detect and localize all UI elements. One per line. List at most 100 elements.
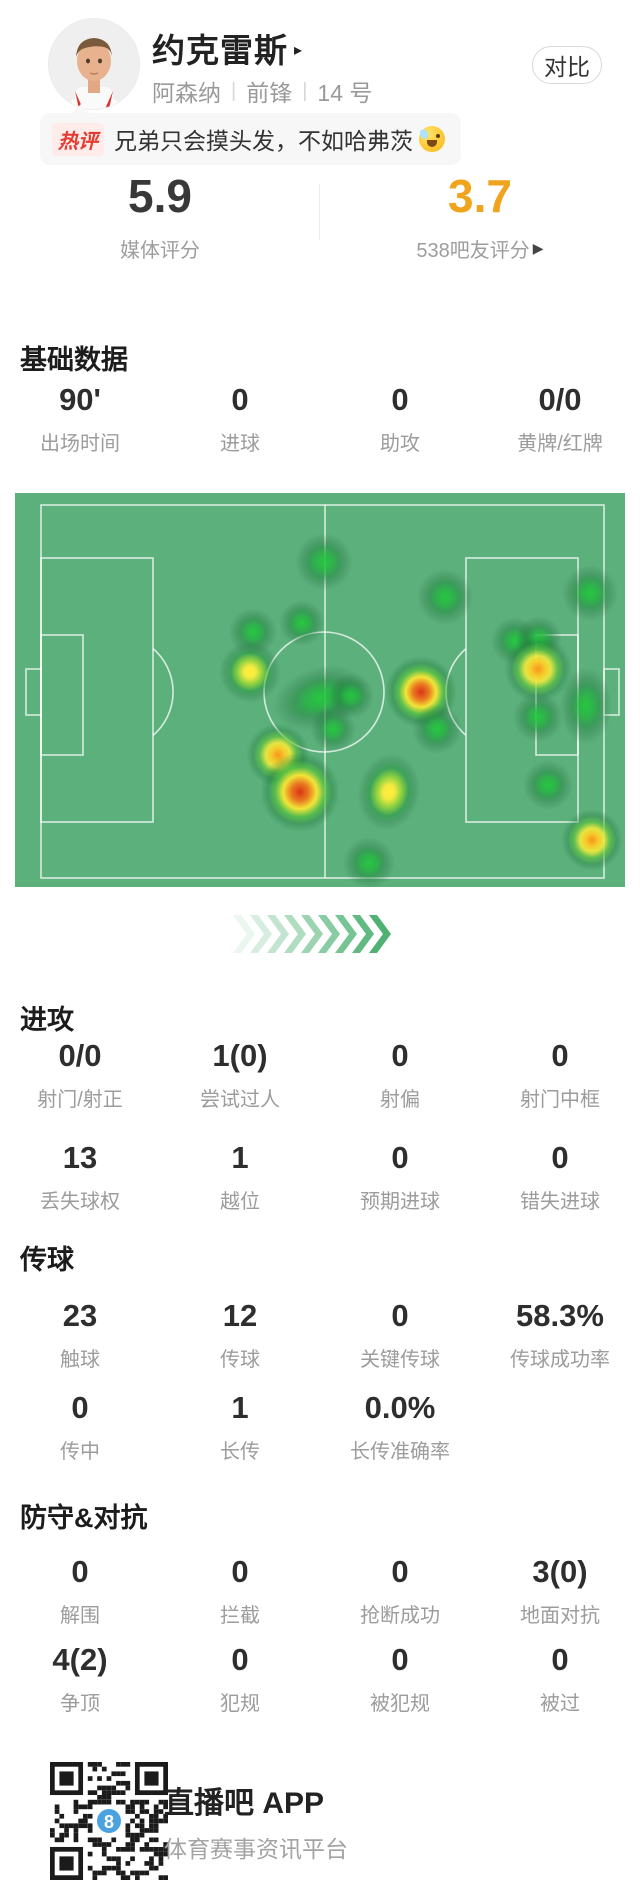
stat-丢失球权: 13 丢失球权 — [0, 1140, 160, 1214]
stat-label: 错失进球 — [520, 1191, 600, 1213]
heat-spot-g — [279, 600, 325, 646]
player-name-row[interactable]: 约克雷斯 ▸ — [152, 24, 302, 72]
stat-label: 关键传球 — [360, 1349, 440, 1371]
stat-label: 长传准确率 — [350, 1441, 450, 1463]
stat-越位: 1 越位 — [160, 1140, 320, 1214]
stat-value: 0 — [71, 1554, 89, 1589]
stat-empty — [480, 1390, 640, 1464]
stat-value: 0 — [231, 1642, 249, 1677]
heat-spot-g — [417, 569, 473, 625]
stat-label: 长传 — [220, 1441, 260, 1463]
heat-spot-g — [412, 704, 462, 754]
stat-row: 0/0 射门/射正 1(0) 尝试过人 0 射偏 0 射门中框 — [0, 1038, 640, 1112]
heatmap-pitch — [15, 493, 625, 887]
stat-value: 58.3% — [516, 1298, 604, 1333]
stat-value: 0/0 — [58, 1038, 102, 1073]
stat-传球成功率: 58.3% 传球成功率 — [480, 1298, 640, 1372]
stat-长传准确率: 0.0% 长传准确率 — [320, 1390, 480, 1464]
stat-争顶: 4(2) 争顶 — [0, 1642, 160, 1716]
stat-label: 射偏 — [380, 1089, 420, 1111]
stat-value: 0.0% — [364, 1390, 436, 1425]
stat-value: 0 — [391, 1298, 409, 1333]
player-position: 前锋 — [246, 80, 293, 106]
stat-label: 进球 — [220, 433, 260, 455]
stat-label: 地面对抗 — [520, 1605, 600, 1627]
avatar[interactable] — [48, 18, 140, 110]
heat-spot-g — [523, 760, 573, 810]
team-name: 阿森纳 — [152, 80, 221, 106]
stat-label: 触球 — [60, 1349, 100, 1371]
stat-value: 0 — [71, 1390, 89, 1425]
stat-解围: 0 解围 — [0, 1554, 160, 1628]
stat-value: 1 — [231, 1140, 249, 1175]
fans-score: 3.7 — [448, 170, 512, 222]
stat-row: 0 传中 1 长传 0.0% 长传准确率 — [0, 1390, 640, 1464]
stat-长传: 1 长传 — [160, 1390, 320, 1464]
stat-label: 出场时间 — [40, 433, 120, 455]
stat-value: 4(2) — [52, 1642, 108, 1677]
heat-spot-g — [343, 837, 395, 887]
stat-label: 预期进球 — [360, 1191, 440, 1213]
stat-value: 0 — [551, 1038, 569, 1073]
stat-抢断成功: 0 抢断成功 — [320, 1554, 480, 1628]
stat-关键传球: 0 关键传球 — [320, 1298, 480, 1372]
crying-emoji-icon — [418, 126, 445, 152]
stat-进球: 0 进球 — [160, 382, 320, 456]
fans-score-label: 538吧友评分 ▶ — [416, 240, 544, 262]
stat-value: 0 — [391, 1038, 409, 1073]
stat-错失进球: 0 错失进球 — [480, 1140, 640, 1214]
stat-row: 0 解围 0 拦截 0 抢断成功 3(0) 地面对抗 — [0, 1554, 640, 1628]
stat-value: 0 — [391, 1642, 409, 1677]
stat-value: 1 — [231, 1390, 249, 1425]
stat-黄牌/红牌: 0/0 黄牌/红牌 — [480, 382, 640, 456]
media-score-label: 媒体评分 — [120, 240, 200, 262]
media-score: 5.9 — [128, 170, 192, 222]
stat-预期进球: 0 预期进球 — [320, 1140, 480, 1214]
stat-row: 23 触球 12 传球 0 关键传球 58.3% 传球成功率 — [0, 1298, 640, 1372]
heat-spot-y — [219, 641, 281, 703]
stat-label: 助攻 — [380, 433, 420, 455]
progress-chevrons-icon — [233, 915, 391, 953]
stat-label: 传球 — [220, 1349, 260, 1371]
meta-separator: | — [231, 79, 237, 102]
stat-value: 23 — [62, 1298, 98, 1333]
ratings-divider — [319, 184, 320, 240]
stat-label: 尝试过人 — [200, 1089, 280, 1111]
stat-value: 0 — [391, 1140, 409, 1175]
stat-传球: 12 传球 — [160, 1298, 320, 1372]
stat-拦截: 0 拦截 — [160, 1554, 320, 1628]
stat-射门/射正: 0/0 射门/射正 — [0, 1038, 160, 1112]
stat-row: 90' 出场时间 0 进球 0 助攻 0/0 黄牌/红牌 — [0, 382, 640, 456]
stat-label: 传中 — [60, 1441, 100, 1463]
stat-label: 抢断成功 — [360, 1605, 440, 1627]
stat-射偏: 0 射偏 — [320, 1038, 480, 1112]
hot-comment-badge: 热评 — [52, 122, 104, 156]
player-meta: 阿森纳 | 前锋 | 14 号 — [152, 74, 372, 108]
stat-label: 解围 — [60, 1605, 100, 1627]
stat-label: 传球成功率 — [510, 1349, 610, 1371]
stat-被过: 0 被过 — [480, 1642, 640, 1716]
stat-尝试过人: 1(0) 尝试过人 — [160, 1038, 320, 1112]
name-arrow-icon: ▸ — [294, 42, 303, 59]
hot-comment-bubble[interactable]: 热评 兄弟只会摸头发，不如哈弗茨 — [40, 104, 461, 165]
stat-label: 拦截 — [220, 1605, 260, 1627]
stat-射门中框: 0 射门中框 — [480, 1038, 640, 1112]
stat-出场时间: 90' 出场时间 — [0, 382, 160, 456]
section-title: 传球 — [20, 1245, 74, 1275]
section-title: 进攻 — [20, 1005, 74, 1035]
compare-button[interactable]: 对比 — [532, 46, 602, 84]
stat-被犯规: 0 被犯规 — [320, 1642, 480, 1716]
hot-comment-text: 兄弟只会摸头发，不如哈弗茨 — [114, 128, 413, 154]
stat-助攻: 0 助攻 — [320, 382, 480, 456]
stat-value: 1(0) — [212, 1038, 268, 1073]
section-title: 基础数据 — [20, 345, 128, 375]
fans-rating[interactable]: 3.7 538吧友评分 ▶ — [320, 170, 640, 266]
stat-row: 4(2) 争顶 0 犯规 0 被犯规 0 被过 — [0, 1642, 640, 1716]
stat-value: 0 — [391, 382, 409, 417]
stat-label: 被犯规 — [370, 1693, 430, 1715]
stat-value: 0 — [231, 1554, 249, 1589]
app-tagline: 体育赛事资讯平台 — [164, 1836, 348, 1862]
stat-value: 0/0 — [538, 382, 582, 417]
ratings-row: 5.9 媒体评分 3.7 538吧友评分 ▶ — [0, 170, 640, 266]
